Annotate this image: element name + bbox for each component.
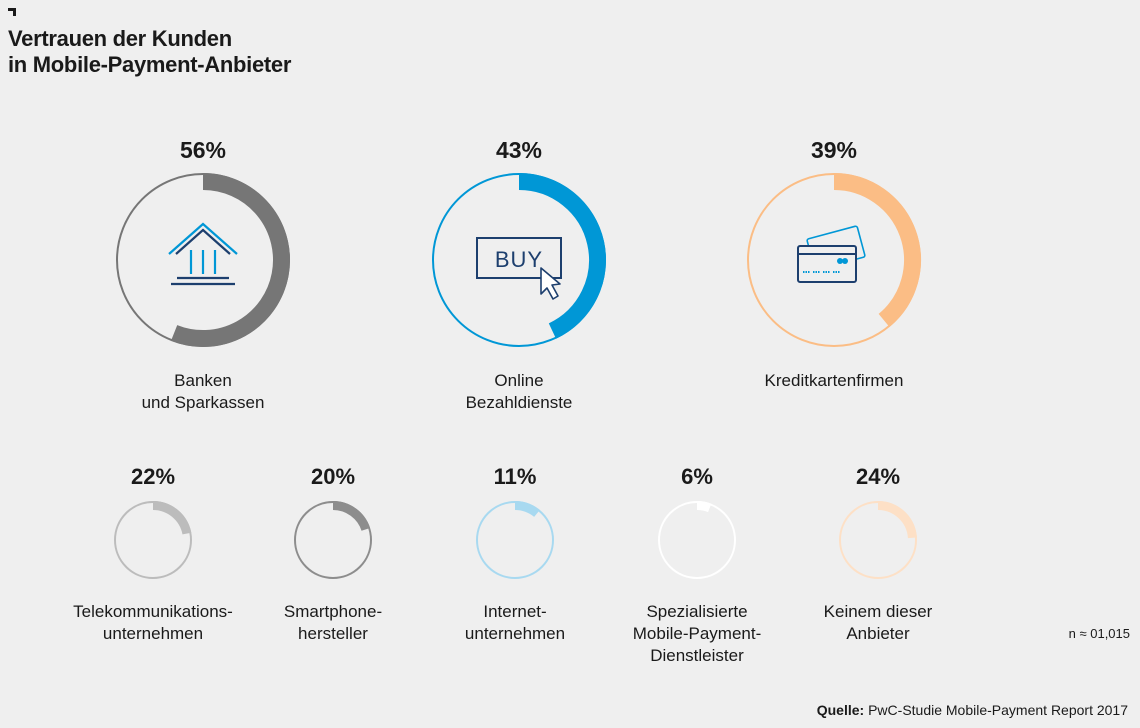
source-note: Quelle: PwC-Studie Mobile-Payment Report… (817, 702, 1128, 718)
bank-icon (168, 222, 238, 286)
donut-category-label: Anbieter (846, 624, 910, 643)
credit-card-icon (797, 225, 866, 283)
donut-value-arc (170, 173, 290, 347)
donut-base-ring (658, 501, 736, 579)
donut-category-label: Telekommunikations- (73, 602, 233, 621)
donut-item: 6% Spezialisierte Mobile-Payment- Dienstlei… (633, 464, 762, 665)
donut-item: 22% Telekommunikations-unternehmen (73, 464, 233, 643)
donut-value-arc (518, 173, 606, 339)
donut-item: 24% Keinem dieser Anbieter (824, 464, 933, 643)
donut-value-label: 6% (681, 464, 713, 489)
donut-value-arc (833, 173, 921, 328)
donut-category-label: Online (494, 371, 543, 390)
donut-value-label: 39% (811, 137, 857, 163)
chart-title-line-2: in Mobile-Payment-Anbieter (8, 52, 292, 77)
donut-category-label: Spezialisierte (646, 602, 747, 621)
donut-value-arc (514, 501, 540, 518)
donut-value-arc (332, 501, 371, 531)
donut-value-label: 22% (131, 464, 175, 489)
donut-value-label: 24% (856, 464, 900, 489)
donut-item: 39% Kreditkartenfirmen (747, 137, 921, 390)
source-text: PwC-Studie Mobile-Payment Report 2017 (864, 702, 1128, 718)
donut-category-label: Bezahldienste (466, 393, 573, 412)
donut-category-label: Keinem dieser (824, 602, 933, 621)
donut-value-label: 56% (180, 137, 226, 163)
chart-title-line-1: Vertrauen der Kunden (8, 26, 232, 51)
donut-value-arc (696, 501, 712, 513)
donut-item: 20% Smartphone-hersteller (284, 464, 382, 643)
donut-value-arc (877, 501, 917, 539)
chart-title: Vertrauen der Kunden in Mobile-Payment-A… (8, 26, 291, 78)
buy-text: BUY (495, 247, 543, 272)
donut-value-label: 11% (494, 464, 537, 489)
donut-value-label: 20% (311, 464, 355, 489)
corner-mark (8, 8, 16, 16)
donut-value-label: 43% (496, 137, 542, 163)
donut-category-label: Mobile-Payment- (633, 624, 762, 643)
source-label: Quelle: (816, 702, 865, 718)
donut-item: 11% Internet-unternehmen (465, 464, 565, 643)
donut-base-ring (476, 501, 554, 579)
donut-category-label: unternehmen (465, 624, 565, 643)
cursor-icon (540, 267, 561, 300)
sample-size-note: n ≈ 01,015 (1068, 626, 1130, 641)
donut-category-label: Internet- (483, 602, 546, 621)
donut-category-label: Kreditkartenfirmen (765, 371, 904, 390)
donut-item: 43% Online Bezahldienste (432, 137, 606, 412)
donut-category-label: unternehmen (103, 624, 203, 643)
donut-category-label: hersteller (298, 624, 368, 643)
donut-value-arc (152, 501, 192, 535)
donut-category-label: und Sparkassen (142, 393, 265, 412)
donut-item: 56% Banken und Sparkassen (116, 137, 290, 412)
donut-category-label: Banken (174, 371, 232, 390)
donut-category-label: Dienstleister (650, 646, 744, 665)
donut-category-label: Smartphone- (284, 602, 382, 621)
buy-button-icon: BUY (476, 237, 562, 300)
